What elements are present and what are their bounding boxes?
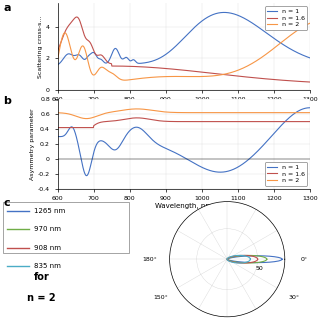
Text: 835 nm: 835 nm bbox=[34, 263, 61, 269]
Bar bbox=[3, 202, 129, 253]
Legend: n = 1, n = 1.6, n = 2: n = 1, n = 1.6, n = 2 bbox=[265, 6, 307, 30]
Text: 908 nm: 908 nm bbox=[34, 245, 61, 251]
Text: n = 2: n = 2 bbox=[27, 293, 56, 303]
X-axis label: Wavelength, nm: Wavelength, nm bbox=[156, 104, 212, 110]
Text: for: for bbox=[34, 272, 50, 282]
X-axis label: Wavelength, nm: Wavelength, nm bbox=[156, 203, 212, 209]
Text: c: c bbox=[3, 198, 10, 208]
Text: b: b bbox=[3, 96, 11, 106]
Y-axis label: Scattering cross-s...: Scattering cross-s... bbox=[38, 15, 43, 77]
Text: 1265 nm: 1265 nm bbox=[34, 208, 65, 214]
Y-axis label: Asymmetry parameter: Asymmetry parameter bbox=[30, 108, 35, 180]
Text: 970 nm: 970 nm bbox=[34, 226, 61, 232]
Legend: n = 1, n = 1.6, n = 2: n = 1, n = 1.6, n = 2 bbox=[265, 162, 307, 186]
Text: a: a bbox=[3, 3, 11, 13]
